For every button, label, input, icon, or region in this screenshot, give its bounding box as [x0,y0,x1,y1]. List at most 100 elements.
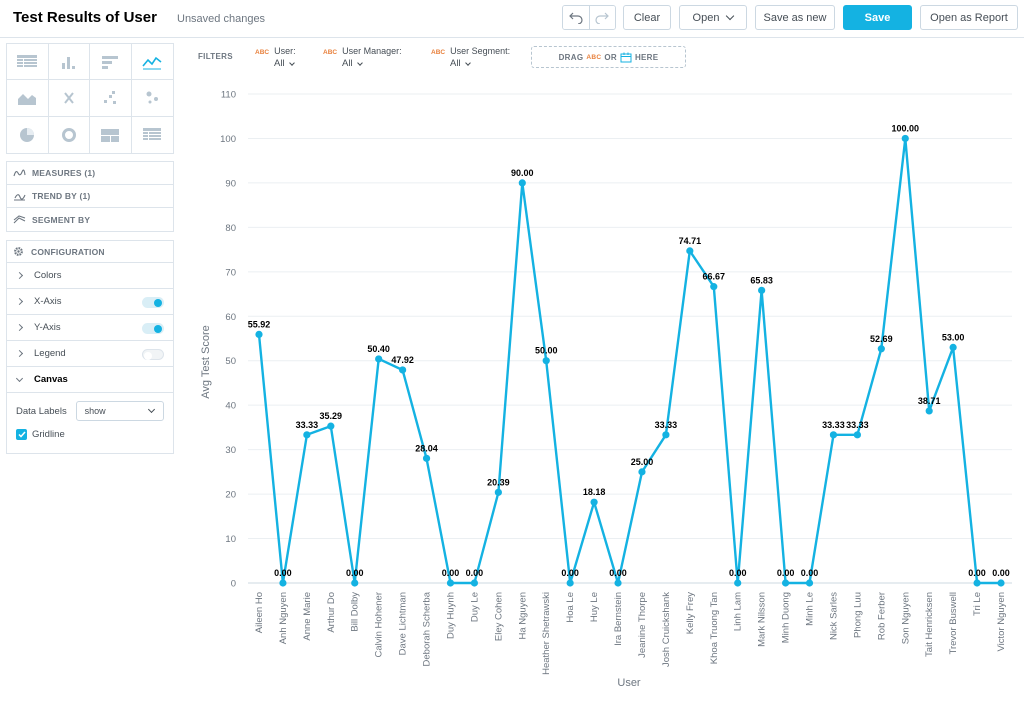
data-point[interactable] [375,355,383,363]
data-label: 50.40 [367,344,390,354]
data-point[interactable] [351,579,359,587]
donut-chart-viz-icon[interactable] [48,116,90,153]
undo-button[interactable] [563,6,589,29]
legend-section[interactable]: Legend [7,341,173,367]
data-point[interactable] [255,330,263,339]
x-tick-label: Son Nguyen [900,592,911,644]
data-label: 55.92 [248,319,271,329]
data-point[interactable] [399,366,407,374]
filter-user-segment[interactable]: ABC User Segment: All [431,46,510,69]
chevron-down-icon [15,374,24,382]
data-point[interactable] [973,579,981,587]
buckets-panel: MEASURES (1) TREND BY (1) SEGMENT BY [6,161,174,232]
data-point[interactable] [901,134,909,143]
x-tick-label: Dave Lichtman [398,592,409,655]
bar-chart-viz-icon[interactable] [90,44,132,81]
data-point[interactable] [446,579,455,587]
measures-bucket[interactable]: MEASURES (1) [7,162,173,185]
canvas-section[interactable]: Canvas [7,367,173,393]
chevron-right-icon [15,271,24,280]
data-point[interactable] [566,579,574,587]
data-point[interactable] [662,431,670,439]
pie-chart-viz-icon[interactable] [7,116,49,153]
filter-user-value: All [274,58,285,69]
data-point[interactable] [494,488,502,496]
data-point[interactable] [710,283,718,291]
data-label: 66.67 [703,272,726,282]
line-chart-viz-icon[interactable] [131,44,173,81]
data-point[interactable] [279,579,287,587]
configuration-header: CONFIGURATION [7,241,173,263]
data-point[interactable] [949,343,957,351]
gridline-checkbox[interactable] [16,429,27,440]
y-axis-label: Y-Axis [34,322,61,333]
x-tick-label: Aileen Ho [254,592,265,633]
data-point[interactable] [542,357,550,365]
gear-icon [14,247,23,256]
colors-section[interactable]: Colors [7,263,173,289]
open-dropdown-button[interactable]: Open [679,5,747,30]
data-point[interactable] [614,579,622,587]
data-label: 52.69 [870,334,893,344]
x-axis-toggle[interactable] [142,297,164,308]
segment-by-bucket[interactable]: SEGMENT BY [7,208,173,231]
checkmark-icon [17,431,26,438]
data-labels-select[interactable]: show [75,401,164,421]
area-chart-viz-icon[interactable] [7,80,49,117]
trend-by-bucket[interactable]: TREND BY (1) [7,185,173,208]
data-point[interactable] [758,286,766,294]
data-point[interactable] [925,407,933,415]
x-tick-label: Heather Shetrawski [541,592,552,675]
data-point[interactable] [829,431,838,439]
open-as-report-button[interactable]: Open as Report [920,5,1018,30]
legend-toggle[interactable] [142,349,164,360]
column-chart-viz-icon[interactable] [48,44,90,81]
data-point[interactable] [422,454,431,462]
gridline-option[interactable]: Gridline [16,429,164,440]
filter-user[interactable]: ABC User: All [255,46,296,69]
data-point[interactable] [877,345,885,353]
heatmap-viz-icon[interactable] [131,116,173,153]
data-label: 0.00 [561,568,579,578]
x-tick-label: Jeanine Thorpe [637,592,648,658]
y-tick-label: 20 [225,490,236,501]
data-point[interactable] [518,179,526,187]
save-as-new-button[interactable]: Save as new [755,5,835,30]
scatter-viz-icon[interactable] [90,80,132,117]
data-point[interactable] [686,247,694,255]
data-point[interactable] [590,498,598,506]
filter-dropzone[interactable]: DRAG ABC OR HERE [531,46,686,68]
treemap-viz-icon[interactable] [90,116,132,153]
data-point[interactable] [805,579,814,587]
data-point[interactable] [470,579,479,587]
headline-viz-icon[interactable] [48,80,90,117]
y-axis-section[interactable]: Y-Axis [7,315,173,341]
filter-user-segment-name: User Segment: [450,46,511,56]
data-point[interactable] [997,579,1005,587]
table-viz-icon[interactable] [7,44,49,81]
save-button[interactable]: Save [843,5,912,30]
y-tick-label: 110 [221,90,236,101]
data-point[interactable] [327,422,335,430]
data-point[interactable] [734,579,742,587]
data-point[interactable] [781,579,790,587]
data-point[interactable] [638,468,646,476]
data-point[interactable] [303,431,311,439]
data-label: 0.00 [346,568,364,578]
clear-button[interactable]: Clear [623,5,671,30]
bubble-viz-icon[interactable] [131,80,173,117]
data-point[interactable] [853,431,861,439]
x-tick-label: Khoa Truong Tan [709,592,720,664]
page-title[interactable]: Test Results of User [13,9,157,26]
x-axis-title: User [617,677,641,689]
y-axis-toggle[interactable] [142,323,164,334]
y-tick-label: 80 [225,223,236,234]
filter-user-manager[interactable]: ABC User Manager: All [323,46,402,69]
data-labels-label: Data Labels [16,405,67,417]
x-axis-section[interactable]: X-Axis [7,289,173,315]
x-tick-label: Tri Le [972,592,983,616]
chevron-down-icon [288,59,295,66]
x-tick-label: Duy Huynh [445,592,456,639]
redo-button[interactable] [588,6,615,29]
data-label: 90.00 [511,168,534,178]
